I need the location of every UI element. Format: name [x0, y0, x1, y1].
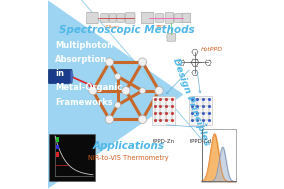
Text: in: in: [55, 69, 64, 78]
Circle shape: [89, 87, 97, 95]
Text: tPPD-Cd: tPPD-Cd: [189, 139, 212, 144]
Text: Multiphoton: Multiphoton: [55, 41, 113, 50]
Text: Absorption: Absorption: [55, 55, 107, 64]
FancyBboxPatch shape: [117, 14, 125, 22]
Text: TPDF: TPDF: [155, 25, 166, 29]
FancyBboxPatch shape: [56, 152, 59, 157]
FancyBboxPatch shape: [56, 145, 59, 149]
Text: Applications: Applications: [93, 142, 165, 151]
FancyBboxPatch shape: [141, 12, 154, 24]
FancyBboxPatch shape: [167, 33, 176, 41]
Text: Metal-Organic: Metal-Organic: [55, 83, 122, 92]
Polygon shape: [71, 70, 73, 83]
FancyBboxPatch shape: [202, 129, 235, 181]
FancyBboxPatch shape: [152, 96, 176, 125]
Circle shape: [105, 58, 114, 66]
Circle shape: [115, 73, 121, 79]
Circle shape: [105, 115, 114, 124]
Text: Spectroscopic Methods: Spectroscopic Methods: [59, 25, 195, 35]
Circle shape: [138, 58, 147, 66]
FancyBboxPatch shape: [174, 14, 182, 22]
Text: tPPD-Zn: tPPD-Zn: [153, 139, 175, 144]
FancyBboxPatch shape: [101, 14, 108, 22]
FancyBboxPatch shape: [189, 96, 212, 125]
FancyBboxPatch shape: [165, 13, 174, 23]
Polygon shape: [47, 0, 183, 189]
FancyBboxPatch shape: [49, 134, 95, 181]
FancyBboxPatch shape: [56, 137, 59, 142]
FancyBboxPatch shape: [109, 14, 116, 22]
Text: Frameworks: Frameworks: [55, 98, 113, 107]
Text: Z-Scan: Z-Scan: [104, 25, 119, 29]
FancyBboxPatch shape: [125, 13, 135, 23]
FancyBboxPatch shape: [182, 13, 191, 23]
Circle shape: [139, 88, 145, 94]
Text: H₂tPPD: H₂tPPD: [201, 47, 223, 52]
FancyBboxPatch shape: [87, 12, 98, 24]
FancyBboxPatch shape: [156, 14, 163, 22]
Text: Design Principles: Design Principles: [171, 57, 211, 147]
Circle shape: [115, 102, 121, 108]
Circle shape: [122, 87, 130, 95]
Circle shape: [155, 87, 163, 95]
Text: NIR-to-VIS Thermometry: NIR-to-VIS Thermometry: [88, 155, 169, 161]
Circle shape: [138, 115, 147, 124]
FancyBboxPatch shape: [49, 69, 72, 84]
